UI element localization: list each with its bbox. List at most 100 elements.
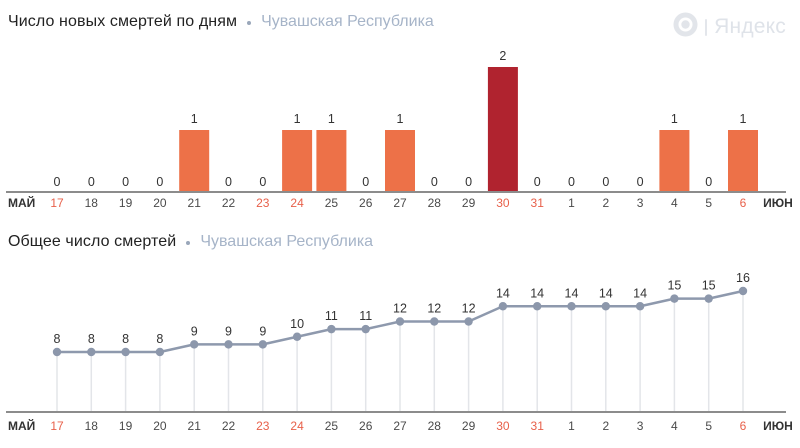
yandex-logo-text: Яндекс [714, 15, 786, 38]
date-label: 24 [290, 419, 304, 433]
date-label: 31 [531, 419, 545, 433]
bar-chart-title: Число новых смертей по дням [8, 13, 238, 30]
data-point [395, 317, 405, 326]
date-label: 30 [496, 196, 510, 210]
bar-value-label: 1 [294, 112, 301, 126]
data-point [190, 340, 199, 349]
data-point [704, 294, 713, 303]
month-label-start: МАЙ [8, 195, 35, 210]
data-point [670, 294, 679, 303]
data-point [601, 302, 610, 311]
point-value-label: 14 [496, 286, 510, 300]
point-value-label: 8 [54, 332, 61, 346]
point-value-label: 11 [325, 309, 338, 323]
data-point [327, 324, 336, 334]
x-axis-line [6, 411, 786, 413]
title-separator-dot [247, 21, 252, 25]
zero-value-label: 0 [122, 175, 129, 189]
point-value-label: 11 [359, 309, 372, 323]
date-label: 22 [222, 419, 236, 433]
point-value-label: 9 [259, 324, 266, 338]
month-label-start: МАЙ [8, 418, 35, 433]
data-point [430, 317, 439, 326]
date-label: 23 [256, 419, 270, 433]
date-label: 25 [325, 419, 339, 433]
zero-value-label: 0 [362, 175, 369, 189]
data-point [155, 347, 165, 357]
point-value-label: 8 [88, 332, 95, 346]
data-point [52, 347, 62, 357]
logo-divider [705, 18, 708, 36]
date-label: 2 [602, 196, 609, 210]
data-point [258, 340, 267, 349]
line-chart-title: Общее число смертей [8, 233, 177, 250]
date-label: 18 [85, 419, 99, 433]
data-point [567, 302, 576, 311]
date-label: 21 [188, 196, 202, 210]
zero-value-label: 0 [465, 175, 472, 189]
point-value-label: 14 [530, 286, 544, 300]
date-label: 5 [705, 419, 712, 433]
zero-value-label: 0 [637, 175, 644, 189]
date-label: 4 [671, 419, 678, 433]
date-label: 28 [428, 196, 442, 210]
bar [659, 130, 690, 193]
date-label: 26 [359, 419, 373, 433]
data-point [224, 340, 233, 349]
date-label: 30 [496, 419, 510, 433]
point-value-label: 14 [565, 286, 579, 300]
date-label: 20 [153, 419, 167, 433]
date-label: 20 [153, 196, 167, 210]
date-label: 2 [602, 419, 609, 433]
zero-value-label: 0 [431, 175, 438, 189]
point-value-label: 10 [290, 317, 304, 331]
month-label-end: ИЮН [763, 196, 793, 210]
date-label: 27 [393, 419, 407, 433]
date-label: 31 [531, 196, 545, 210]
bar-value-label: 1 [328, 112, 335, 126]
point-value-label: 14 [599, 286, 613, 300]
point-value-label: 9 [225, 324, 232, 338]
date-label: 27 [393, 196, 407, 210]
date-label: 23 [256, 196, 270, 210]
bar-value-label: 2 [499, 49, 506, 63]
x-axis-line [6, 191, 786, 193]
date-label: 6 [740, 419, 747, 433]
date-label: 3 [637, 419, 644, 433]
data-point [292, 332, 302, 341]
data-point [361, 324, 370, 334]
bar-value-label: 1 [671, 112, 678, 126]
point-value-label: 12 [427, 302, 441, 316]
data-point [464, 317, 473, 326]
zero-value-label: 0 [225, 175, 232, 189]
bar-value-label: 1 [397, 112, 404, 126]
date-label: 17 [50, 419, 64, 433]
zero-value-label: 0 [259, 175, 266, 189]
bar [385, 130, 415, 193]
date-label: 19 [119, 419, 133, 433]
zero-value-label: 0 [705, 175, 712, 189]
point-value-label: 12 [393, 302, 407, 316]
title-separator-dot [186, 241, 191, 245]
zero-value-label: 0 [156, 175, 163, 189]
bar-chart-header: Число новых смертей по дням Чувашская Ре… [8, 13, 434, 31]
data-point [635, 302, 645, 311]
date-label: 29 [462, 196, 476, 210]
bar-value-label: 1 [740, 112, 747, 126]
yandex-logo: Яндекс [673, 12, 786, 42]
data-point [87, 347, 96, 357]
bar-chart-region-label: Чувашская Республика [261, 13, 434, 30]
date-label: 18 [85, 196, 99, 210]
point-value-label: 15 [667, 279, 681, 293]
point-value-label: 12 [462, 302, 476, 316]
date-label: 3 [637, 196, 644, 210]
date-label: 24 [290, 196, 304, 210]
bar [487, 67, 518, 193]
date-label: 17 [50, 196, 64, 210]
bar [282, 130, 313, 193]
line-chart-region-label: Чувашская Республика [200, 233, 374, 250]
date-label: 25 [325, 196, 339, 210]
date-label: 22 [222, 196, 236, 210]
date-label: 6 [740, 196, 747, 210]
